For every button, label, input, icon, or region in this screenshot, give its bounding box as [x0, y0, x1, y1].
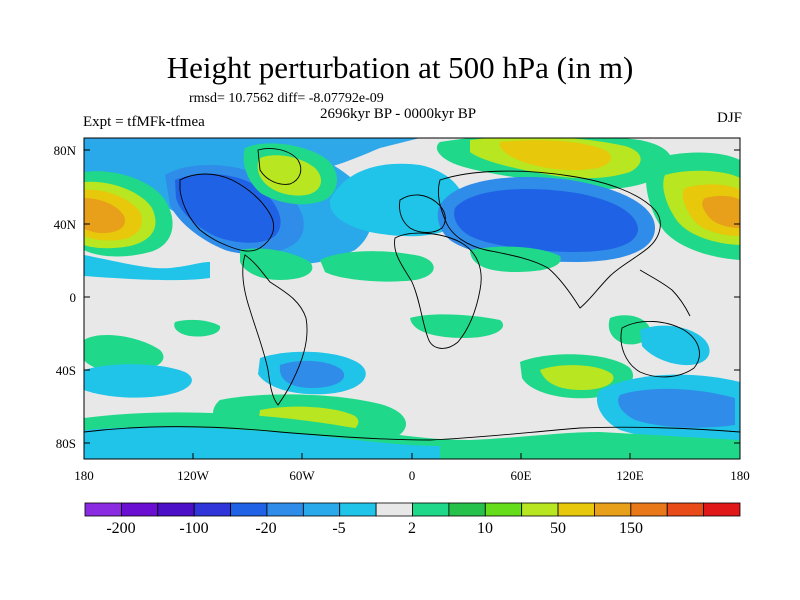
- colorbar-box: [557, 502, 595, 517]
- colorbar-box: [484, 502, 523, 517]
- contour-region: [329, 163, 466, 237]
- lat-label: 0: [70, 290, 77, 305]
- rmsd-stats: rmsd= 10.7562 diff= -8.07792e-09: [189, 91, 384, 106]
- lon-label: 0: [409, 468, 416, 483]
- colorbar-box: [412, 502, 450, 517]
- north-america-outline: [179, 173, 274, 252]
- indonesia-islands: [639, 269, 691, 317]
- contour-region: [540, 365, 614, 390]
- colorbar-box: [266, 502, 304, 517]
- contour-region: [320, 251, 434, 282]
- colorbar-label: -20: [255, 520, 276, 537]
- contour-region: [279, 360, 345, 388]
- africa-outline: [394, 232, 482, 349]
- lat-label: 40N: [54, 217, 77, 232]
- colorbar-box: [84, 502, 122, 517]
- colorbar-box: [594, 502, 632, 517]
- colorbar-label: -5: [332, 520, 345, 537]
- contour-region: [84, 255, 210, 281]
- contour-region: [454, 188, 638, 252]
- antarctica-outline: [84, 426, 740, 441]
- colorbar-box: [448, 502, 486, 517]
- colorbar-label: 10: [477, 520, 493, 537]
- colorbar-label: -100: [179, 520, 208, 537]
- contour-region: [618, 388, 735, 428]
- colorbar-box: [120, 502, 159, 517]
- experiment-label: Expt = tfMFk-tfmea: [83, 114, 205, 130]
- asia-outline: [437, 170, 661, 309]
- colorbar-box: [302, 502, 341, 517]
- lon-label: 60W: [289, 468, 315, 483]
- page-title: Height perturbation at 500 hPa (in m): [166, 50, 634, 85]
- contour-region: [84, 427, 440, 459]
- lon-labels: 180 120W 60W 0 60E 120E 180: [74, 468, 750, 483]
- contour-region: [175, 174, 281, 243]
- colorbar-box: [230, 502, 268, 517]
- season-label: DJF: [716, 110, 742, 126]
- contour-region: [84, 335, 164, 373]
- time-period: 2696kyr BP - 0000kyr BP: [320, 106, 477, 122]
- greenland-outline: [257, 148, 302, 185]
- axis-ticks: [84, 149, 740, 459]
- colorbar-box: [666, 502, 705, 517]
- lat-label: 40S: [56, 363, 76, 378]
- colorbar: [84, 502, 741, 517]
- contour-region: [410, 314, 504, 338]
- lon-label: 180: [74, 468, 94, 483]
- lon-label: 60E: [511, 468, 532, 483]
- colorbar-label: -200: [106, 520, 135, 537]
- colorbar-label: 50: [550, 520, 566, 537]
- colorbar-box: [375, 502, 413, 517]
- colorbar-label: 2: [408, 520, 416, 537]
- coastlines: [84, 148, 740, 441]
- south-america-outline: [242, 254, 308, 406]
- colorbar-box: [157, 502, 195, 517]
- europe-outline: [399, 194, 446, 233]
- contour-region: [702, 195, 740, 228]
- lon-label: 120W: [177, 468, 210, 483]
- colorbar-box: [521, 502, 559, 517]
- lon-label: 180: [730, 468, 750, 483]
- contour-region: [84, 198, 126, 234]
- colorbar-label: 150: [619, 520, 643, 537]
- lat-labels: 80N 40N 0 40S 80S: [54, 143, 77, 451]
- colorbar-box: [630, 502, 668, 517]
- contour-region: [257, 155, 322, 196]
- colorbar-box: [193, 502, 231, 517]
- contour-region: [499, 140, 611, 171]
- colorbar-box: [339, 502, 377, 517]
- contour-region: [240, 248, 313, 280]
- contour-region: [174, 319, 221, 337]
- contour-region: [84, 364, 192, 398]
- contour-region: [470, 246, 561, 272]
- lat-label: 80S: [56, 436, 76, 451]
- colorbar-labels: -200 -100 -20 -5 2 10 50 150: [106, 520, 643, 537]
- contour-field: [84, 138, 740, 459]
- lat-label: 80N: [54, 143, 77, 158]
- australia-outline: [620, 320, 700, 378]
- colorbar-box: [703, 502, 741, 517]
- lon-label: 120E: [616, 468, 644, 483]
- contour-region: [640, 325, 710, 366]
